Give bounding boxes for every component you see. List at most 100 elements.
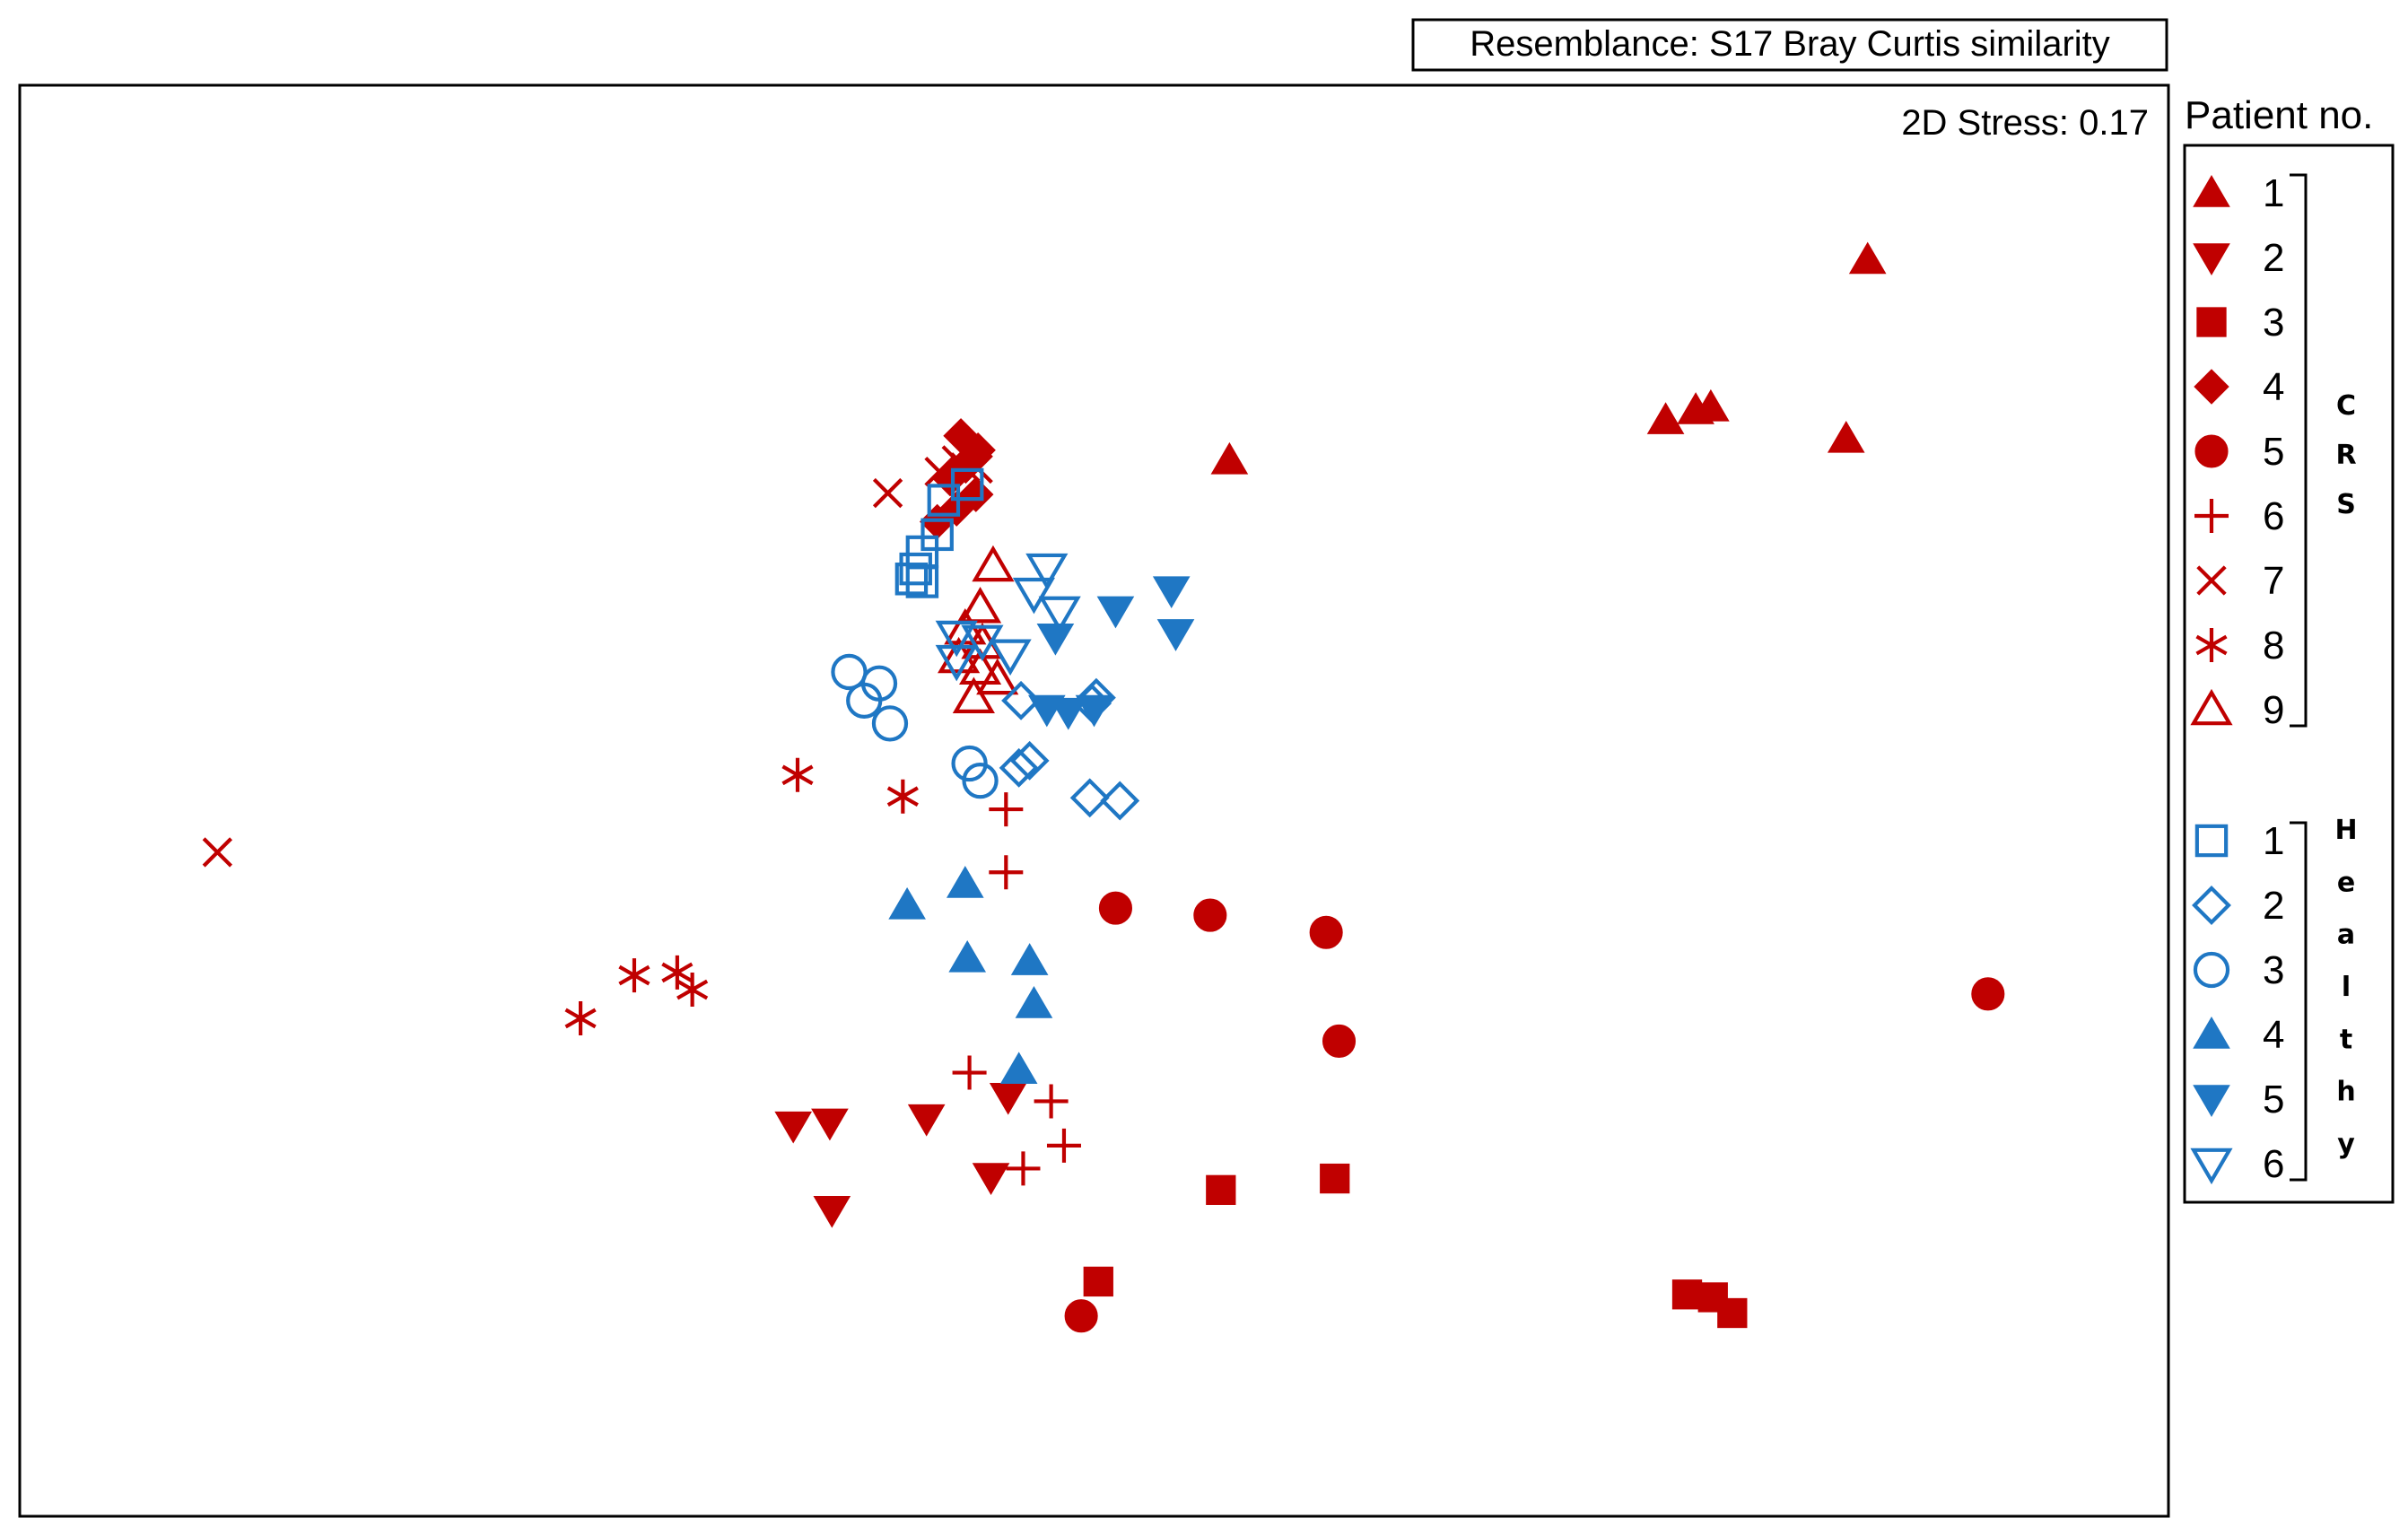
point-crs-3-5 (1717, 1297, 1748, 1329)
legend-marker-crs-5 (2194, 434, 2229, 468)
point-healthy-5-0 (1096, 596, 1135, 629)
group-letter-healthy-6: y (2337, 1129, 2355, 1160)
point-crs-5-0 (1098, 891, 1132, 925)
point-healthy-2-4 (1009, 740, 1050, 781)
point-healthy-6-3 (935, 620, 978, 658)
point-crs-5-3 (1322, 1024, 1357, 1059)
legend-label-crs-8: 8 (2263, 624, 2284, 668)
point-crs-3-2 (1083, 1266, 1113, 1297)
point-healthy-4-2 (948, 939, 987, 973)
point-healthy-5-2 (1156, 619, 1195, 651)
point-crs-8-0 (781, 757, 814, 792)
group-letter-crs-1: R (2335, 440, 2356, 471)
point-crs-5-2 (1309, 915, 1343, 949)
legend-label-healthy-3: 3 (2263, 948, 2284, 992)
point-crs-6-5 (1006, 1151, 1041, 1186)
point-crs-8-3 (661, 955, 694, 990)
point-crs-2-4 (972, 1163, 1010, 1195)
point-crs-1-3 (1646, 402, 1685, 434)
point-healthy-4-4 (1015, 985, 1053, 1018)
point-healthy-2-3 (999, 747, 1039, 788)
point-healthy-1-5 (894, 563, 929, 596)
point-crs-8-2 (618, 958, 650, 993)
point-crs-6-1 (989, 855, 1024, 890)
legend-label-crs-2: 2 (2263, 236, 2284, 280)
point-healthy-4-3 (1010, 943, 1049, 975)
group-letter-healthy-1: e (2337, 867, 2355, 898)
point-crs-2-1 (811, 1108, 849, 1141)
point-crs-1-5 (1210, 441, 1249, 475)
group-letter-healthy-2: a (2337, 920, 2355, 951)
point-healthy-2-5 (1069, 778, 1110, 818)
legend-marker-crs-3 (2196, 307, 2227, 337)
legend-marker-healthy-2 (2192, 886, 2231, 925)
legend-marker-crs-1 (2193, 175, 2230, 207)
point-healthy-1-6 (905, 565, 939, 598)
point-crs-5-5 (1064, 1299, 1098, 1333)
plot-area (18, 83, 2170, 1518)
legend-marker-healthy-5 (2193, 1085, 2230, 1117)
point-healthy-1-1 (927, 484, 961, 517)
legend-label-crs-5: 5 (2263, 430, 2284, 474)
legend-marker-crs-9 (2190, 688, 2233, 726)
legend-marker-crs-2 (2193, 243, 2230, 275)
point-crs-6-2 (952, 1055, 987, 1090)
point-crs-7-1 (872, 477, 903, 509)
resemblance-label: Resemblance: S17 Bray Curtis similarity (1470, 24, 2110, 64)
point-crs-7-0 (202, 837, 233, 868)
legend-title: Patient no. (2185, 93, 2373, 137)
point-healthy-4-0 (888, 886, 926, 920)
point-crs-9-7 (952, 676, 995, 713)
point-crs-1-2 (1692, 388, 1730, 422)
point-crs-8-5 (564, 1000, 597, 1035)
point-crs-6-4 (1046, 1128, 1081, 1163)
point-crs-2-0 (774, 1111, 813, 1144)
point-crs-6-3 (1034, 1084, 1069, 1119)
legend-label-crs-3: 3 (2263, 301, 2284, 345)
point-crs-2-2 (907, 1104, 946, 1137)
point-crs-9-0 (972, 545, 1015, 582)
point-crs-5-1 (1193, 898, 1227, 932)
point-crs-2-5 (813, 1195, 851, 1228)
point-crs-8-1 (886, 779, 919, 814)
point-crs-1-4 (1827, 420, 1865, 453)
legend-marker-healthy-1 (2194, 824, 2229, 858)
group-letter-healthy-0: H (2334, 815, 2357, 846)
legend-label-crs-9: 9 (2263, 688, 2284, 732)
stress-label: 2D Stress: 0.17 (1901, 103, 2149, 143)
group-letter-crs-2: S (2336, 489, 2356, 520)
point-healthy-3-3 (871, 705, 909, 742)
point-healthy-2-0 (1001, 680, 1042, 720)
legend-label-healthy-5: 5 (2263, 1078, 2284, 1121)
point-crs-3-3 (1671, 1279, 1703, 1310)
legend-label-crs-1: 1 (2263, 171, 2284, 215)
point-crs-7-2 (924, 456, 955, 487)
legend-marker-crs-4 (2194, 369, 2229, 405)
point-crs-1-0 (1848, 241, 1887, 275)
point-crs-9-1 (958, 587, 1002, 624)
legend-label-crs-4: 4 (2263, 365, 2284, 409)
point-crs-9-6 (976, 658, 1019, 695)
legend-label-crs-7: 7 (2263, 559, 2284, 603)
point-crs-3-1 (1320, 1163, 1350, 1194)
data-points (202, 241, 2005, 1333)
point-crs-5-4 (1971, 977, 2005, 1011)
point-healthy-5-5 (1049, 697, 1087, 730)
group-letter-healthy-4: t (2340, 1024, 2352, 1055)
point-healthy-4-1 (946, 866, 984, 898)
point-healthy-6-0 (1025, 553, 1069, 590)
bracket-healthy (2290, 821, 2308, 1182)
group-letter-healthy-5: h (2336, 1077, 2355, 1108)
point-healthy-6-5 (989, 639, 1032, 676)
bracket-crs (2290, 173, 2308, 728)
legend-label-healthy-1: 1 (2263, 819, 2284, 863)
legend-label-healthy-6: 6 (2263, 1142, 2284, 1186)
legend-label-healthy-4: 4 (2263, 1013, 2284, 1057)
point-healthy-5-1 (1152, 576, 1191, 609)
legend-marker-crs-6 (2194, 499, 2229, 533)
group-letter-crs-0: C (2336, 390, 2356, 422)
point-healthy-3-5 (962, 763, 999, 799)
point-crs-3-0 (1206, 1174, 1236, 1205)
